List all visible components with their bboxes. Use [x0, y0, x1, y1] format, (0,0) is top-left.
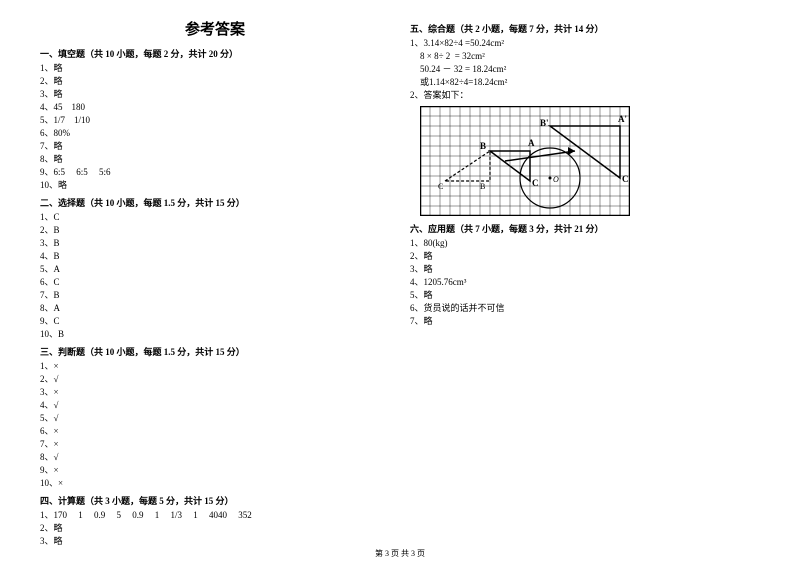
answer-line: 2、√ — [40, 373, 390, 386]
answer-line: 4、B — [40, 250, 390, 263]
answer-line: 8、√ — [40, 451, 390, 464]
answer-line: 1、× — [40, 360, 390, 373]
answer-line: 10、× — [40, 477, 390, 490]
answer-line: 5、略 — [410, 289, 760, 302]
answer-line: 4、45 180 — [40, 101, 390, 114]
answer-line: 或1.14×82÷4=18.24cm² — [410, 76, 760, 89]
diagram-svg: A A' B B' C C' B C O — [420, 106, 630, 216]
answer-line: 6、货员说的话并不可信 — [410, 302, 760, 315]
svg-text:C': C' — [622, 174, 630, 184]
answer-line: 2、略 — [40, 75, 390, 88]
answer-line: 2、B — [40, 224, 390, 237]
svg-text:O: O — [553, 175, 559, 184]
answer-line: 8、略 — [40, 153, 390, 166]
svg-text:B': B' — [540, 118, 549, 128]
svg-text:A: A — [528, 138, 535, 148]
answer-line: 6、80% — [40, 127, 390, 140]
answer-line: 7、× — [40, 438, 390, 451]
answer-line: 3、略 — [410, 263, 760, 276]
section-1-heading: 一、填空题（共 10 小题，每题 2 分，共计 20 分） — [40, 47, 390, 60]
answer-line: 7、略 — [40, 140, 390, 153]
answer-line: 9、C — [40, 315, 390, 328]
svg-text:A': A' — [618, 114, 627, 124]
answer-line: 3、略 — [40, 88, 390, 101]
answer-line: 5、A — [40, 263, 390, 276]
answer-line: 5、1/7 1/10 — [40, 114, 390, 127]
answer-line: 2、略 — [410, 250, 760, 263]
section-6-heading: 六、应用题（共 7 小题，每题 3 分，共计 21 分） — [410, 222, 760, 235]
answer-line: 9、× — [40, 464, 390, 477]
section-2-heading: 二、选择题（共 10 小题，每题 1.5 分，共计 15 分） — [40, 196, 390, 209]
answer-line: 4、1205.76cm³ — [410, 276, 760, 289]
answer-line: 7、略 — [410, 315, 760, 328]
answer-line: 3、× — [40, 386, 390, 399]
answer-line: 6、C — [40, 276, 390, 289]
answer-line: 8 × 8÷ 2 = 32cm² — [410, 50, 760, 63]
answer-line: 1、80(kg) — [410, 237, 760, 250]
answer-line: 7、B — [40, 289, 390, 302]
svg-text:C: C — [438, 182, 443, 191]
answer-line: 5、√ — [40, 412, 390, 425]
answer-line: 10、略 — [40, 179, 390, 192]
answer-line: 3、B — [40, 237, 390, 250]
svg-text:C: C — [532, 178, 539, 188]
page-footer: 第 3 页 共 3 页 — [0, 548, 800, 559]
section-4-heading: 四、计算题（共 3 小题，每题 5 分，共计 15 分） — [40, 494, 390, 507]
geometry-diagram: A A' B B' C C' B C O — [420, 106, 630, 216]
answer-line: 9、6:5 6:5 5:6 — [40, 166, 390, 179]
answer-line: 1、170 1 0.9 5 0.9 1 1/3 1 4040 352 — [40, 509, 390, 522]
answer-line: 1、3.14×82÷4 =50.24cm² — [410, 37, 760, 50]
answer-line: 6、× — [40, 425, 390, 438]
answer-line: 10、B — [40, 328, 390, 341]
right-column: 五、综合题（共 2 小题，每题 7 分，共计 14 分） 1、3.14×82÷4… — [400, 18, 770, 548]
answer-line: 4、√ — [40, 399, 390, 412]
answer-line: 2、答案如下： — [410, 89, 760, 102]
answer-line: 2、略 — [40, 522, 390, 535]
section-3-heading: 三、判断题（共 10 小题，每题 1.5 分，共计 15 分） — [40, 345, 390, 358]
section-5-heading: 五、综合题（共 2 小题，每题 7 分，共计 14 分） — [410, 22, 760, 35]
answer-line: 1、C — [40, 211, 390, 224]
left-column: 参考答案 一、填空题（共 10 小题，每题 2 分，共计 20 分） 1、略 2… — [30, 18, 400, 548]
answer-line: 3、略 — [40, 535, 390, 548]
answer-line: 50.24 － 32 = 18.24cm² — [410, 63, 760, 76]
svg-text:B: B — [480, 182, 485, 191]
answer-line: 1、略 — [40, 62, 390, 75]
svg-text:B: B — [480, 141, 486, 151]
answer-line: 8、A — [40, 302, 390, 315]
page-title: 参考答案 — [40, 18, 390, 39]
